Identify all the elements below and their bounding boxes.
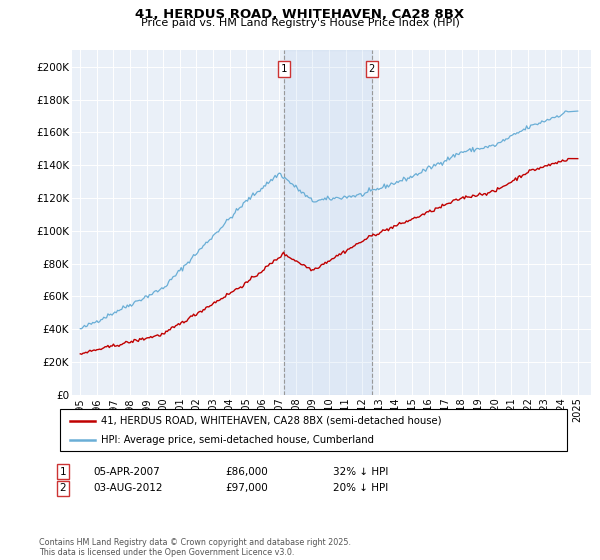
Text: 2: 2 (368, 64, 375, 74)
Text: 05-APR-2007: 05-APR-2007 (93, 466, 160, 477)
Text: 32% ↓ HPI: 32% ↓ HPI (333, 466, 388, 477)
Text: Price paid vs. HM Land Registry's House Price Index (HPI): Price paid vs. HM Land Registry's House … (140, 18, 460, 29)
Bar (284, 50, 372, 395)
Text: HPI: Average price, semi-detached house, Cumberland: HPI: Average price, semi-detached house,… (101, 435, 374, 445)
Text: 1: 1 (59, 466, 67, 477)
Text: 2: 2 (59, 483, 67, 493)
Text: £97,000: £97,000 (225, 483, 268, 493)
Text: Contains HM Land Registry data © Crown copyright and database right 2025.
This d: Contains HM Land Registry data © Crown c… (39, 538, 351, 557)
Text: 1: 1 (280, 64, 287, 74)
Text: £86,000: £86,000 (225, 466, 268, 477)
Text: 20% ↓ HPI: 20% ↓ HPI (333, 483, 388, 493)
Text: 41, HERDUS ROAD, WHITEHAVEN, CA28 8BX (semi-detached house): 41, HERDUS ROAD, WHITEHAVEN, CA28 8BX (s… (101, 416, 441, 426)
Text: 03-AUG-2012: 03-AUG-2012 (93, 483, 163, 493)
Text: 41, HERDUS ROAD, WHITEHAVEN, CA28 8BX: 41, HERDUS ROAD, WHITEHAVEN, CA28 8BX (136, 8, 464, 21)
